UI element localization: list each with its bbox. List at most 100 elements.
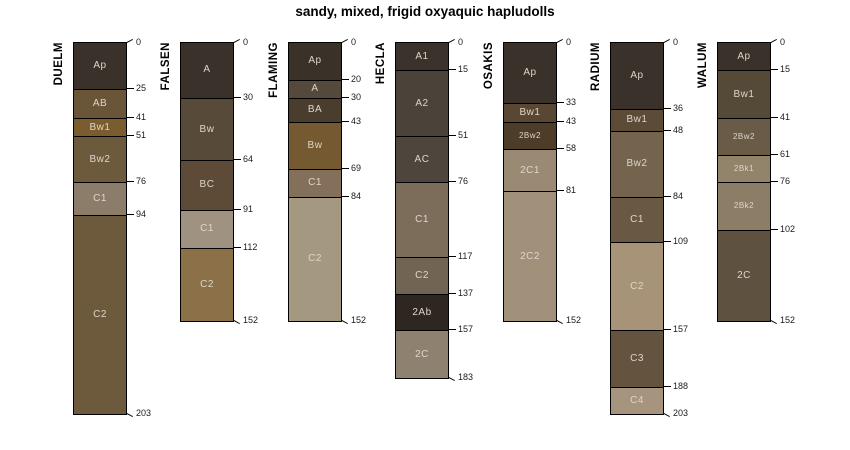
depth-tick-label: 84: [351, 190, 362, 201]
horizon-label: C2: [415, 269, 429, 281]
horizon-label: Bw2: [626, 158, 648, 170]
horizon: Ap: [289, 43, 341, 80]
horizon: Bw1: [74, 118, 126, 137]
horizon: C2: [396, 257, 448, 294]
depth-tick-label: 30: [351, 91, 362, 102]
depth-tick: [234, 208, 241, 210]
profile-column: A1 A2 AC C1 C2 2Ab 2C: [395, 42, 449, 379]
depth-tick-label: 61: [780, 148, 791, 159]
horizon-label: A2: [415, 97, 429, 109]
depth-tick-label: 30: [243, 91, 254, 102]
horizon-label: 2C: [415, 348, 429, 360]
horizon: C1: [611, 196, 663, 243]
horizon-label: C3: [630, 353, 644, 365]
depth-tick-label: 76: [136, 176, 147, 187]
horizon-label: C2: [200, 279, 214, 291]
horizon: 2Bk1: [718, 154, 770, 183]
horizon-label: Ap: [630, 69, 644, 81]
depth-tick-label: 152: [243, 315, 259, 326]
depth-tick: [557, 120, 564, 122]
depth-tick: [449, 69, 456, 71]
horizon: Ap: [718, 43, 770, 71]
depth-tick: [771, 228, 778, 230]
depth-tick: [234, 246, 241, 248]
depth-tick-label: 0: [673, 37, 679, 47]
horizon-label: C2: [93, 309, 107, 321]
depth-tick: [234, 159, 241, 161]
depth-tick-label: 102: [780, 223, 796, 234]
horizon-label: 2C1: [520, 164, 540, 176]
depth-tick-label: 0: [351, 37, 357, 47]
profile-column: Ap Bw1 2Bw2 2C1 2C2: [503, 42, 557, 323]
horizon: 2C: [718, 229, 770, 322]
horizon: C1: [181, 209, 233, 248]
depth-tick: [449, 181, 456, 183]
depth-tick: [127, 214, 134, 216]
horizon: BC: [181, 160, 233, 210]
depth-tick-label: 41: [136, 112, 147, 123]
horizon-label: BA: [307, 104, 323, 116]
depth-tick-label: 109: [673, 236, 689, 247]
depth-tick: [449, 256, 456, 258]
depth-tick-label: 183: [458, 371, 474, 382]
horizon: Ap: [504, 43, 556, 104]
horizon: A1: [396, 43, 448, 71]
depth-tick-label: 203: [136, 408, 152, 419]
depth-tick-label: 36: [673, 102, 684, 113]
horizon: 2C: [396, 330, 448, 378]
depth-tick-label: 157: [458, 324, 474, 335]
horizon: Ap: [611, 43, 663, 109]
horizon-label: C1: [308, 177, 322, 189]
depth-tick-label: 0: [458, 37, 464, 47]
depth-tick: [663, 413, 671, 418]
horizon-label: Ap: [737, 50, 751, 62]
horizon: Ap: [74, 43, 126, 89]
horizon-label: 2Ab: [412, 306, 432, 318]
depth-tick-label: 152: [780, 315, 796, 326]
depth-tick-label: 64: [243, 154, 254, 165]
profile-name-label: DUELM: [53, 42, 65, 86]
depth-tick: [127, 135, 134, 137]
horizon-label: BC: [199, 179, 215, 191]
depth-tick: [342, 168, 349, 170]
depth-tick-label: 203: [673, 408, 689, 419]
horizon-label: C2: [630, 280, 644, 292]
depth-tick: [342, 78, 349, 80]
horizon: 2Bw2: [718, 118, 770, 155]
horizon-label: Bw1: [733, 88, 755, 100]
depth-tick-label: 94: [136, 209, 147, 220]
depth-tick-label: 0: [243, 37, 249, 47]
horizon: 2C2: [504, 191, 556, 322]
depth-tick-label: 33: [566, 97, 577, 108]
depth-tick: [557, 148, 564, 150]
depth-tick: [449, 135, 456, 137]
horizon: Bw: [181, 97, 233, 161]
depth-tick: [341, 320, 349, 325]
profile-column: Ap AB Bw1 Bw2 C1 C2: [73, 42, 127, 416]
horizon-label: C1: [93, 193, 107, 205]
horizon: 2Ab: [396, 293, 448, 331]
horizon-label: Bw: [199, 123, 215, 135]
horizon: 2Bw2: [504, 121, 556, 150]
depth-tick-label: 48: [673, 124, 684, 135]
horizon: A2: [396, 70, 448, 137]
depth-tick-label: 81: [566, 185, 577, 196]
horizon-label: AC: [414, 153, 430, 165]
depth-tick: [664, 329, 671, 331]
profile-column: Ap Bw1 Bw2 C1 C2 C3 C4: [610, 42, 664, 416]
depth-tick: [342, 96, 349, 98]
horizon: Bw1: [504, 103, 556, 122]
horizon: C3: [611, 330, 663, 388]
horizon-label: C2: [308, 253, 322, 265]
depth-tick: [556, 320, 564, 325]
profile-name-label: FLAMING: [268, 42, 280, 98]
depth-tick-label: 91: [243, 203, 254, 214]
depth-tick-label: 84: [673, 190, 684, 201]
horizon-label: 2Bk1: [733, 163, 755, 173]
profile-name-label: HECLA: [375, 42, 387, 85]
horizon: C2: [181, 247, 233, 322]
horizon: 2C1: [504, 149, 556, 192]
depth-tick-label: 51: [458, 130, 469, 141]
horizon-label: 2C2: [520, 250, 540, 262]
depth-tick: [556, 38, 564, 43]
